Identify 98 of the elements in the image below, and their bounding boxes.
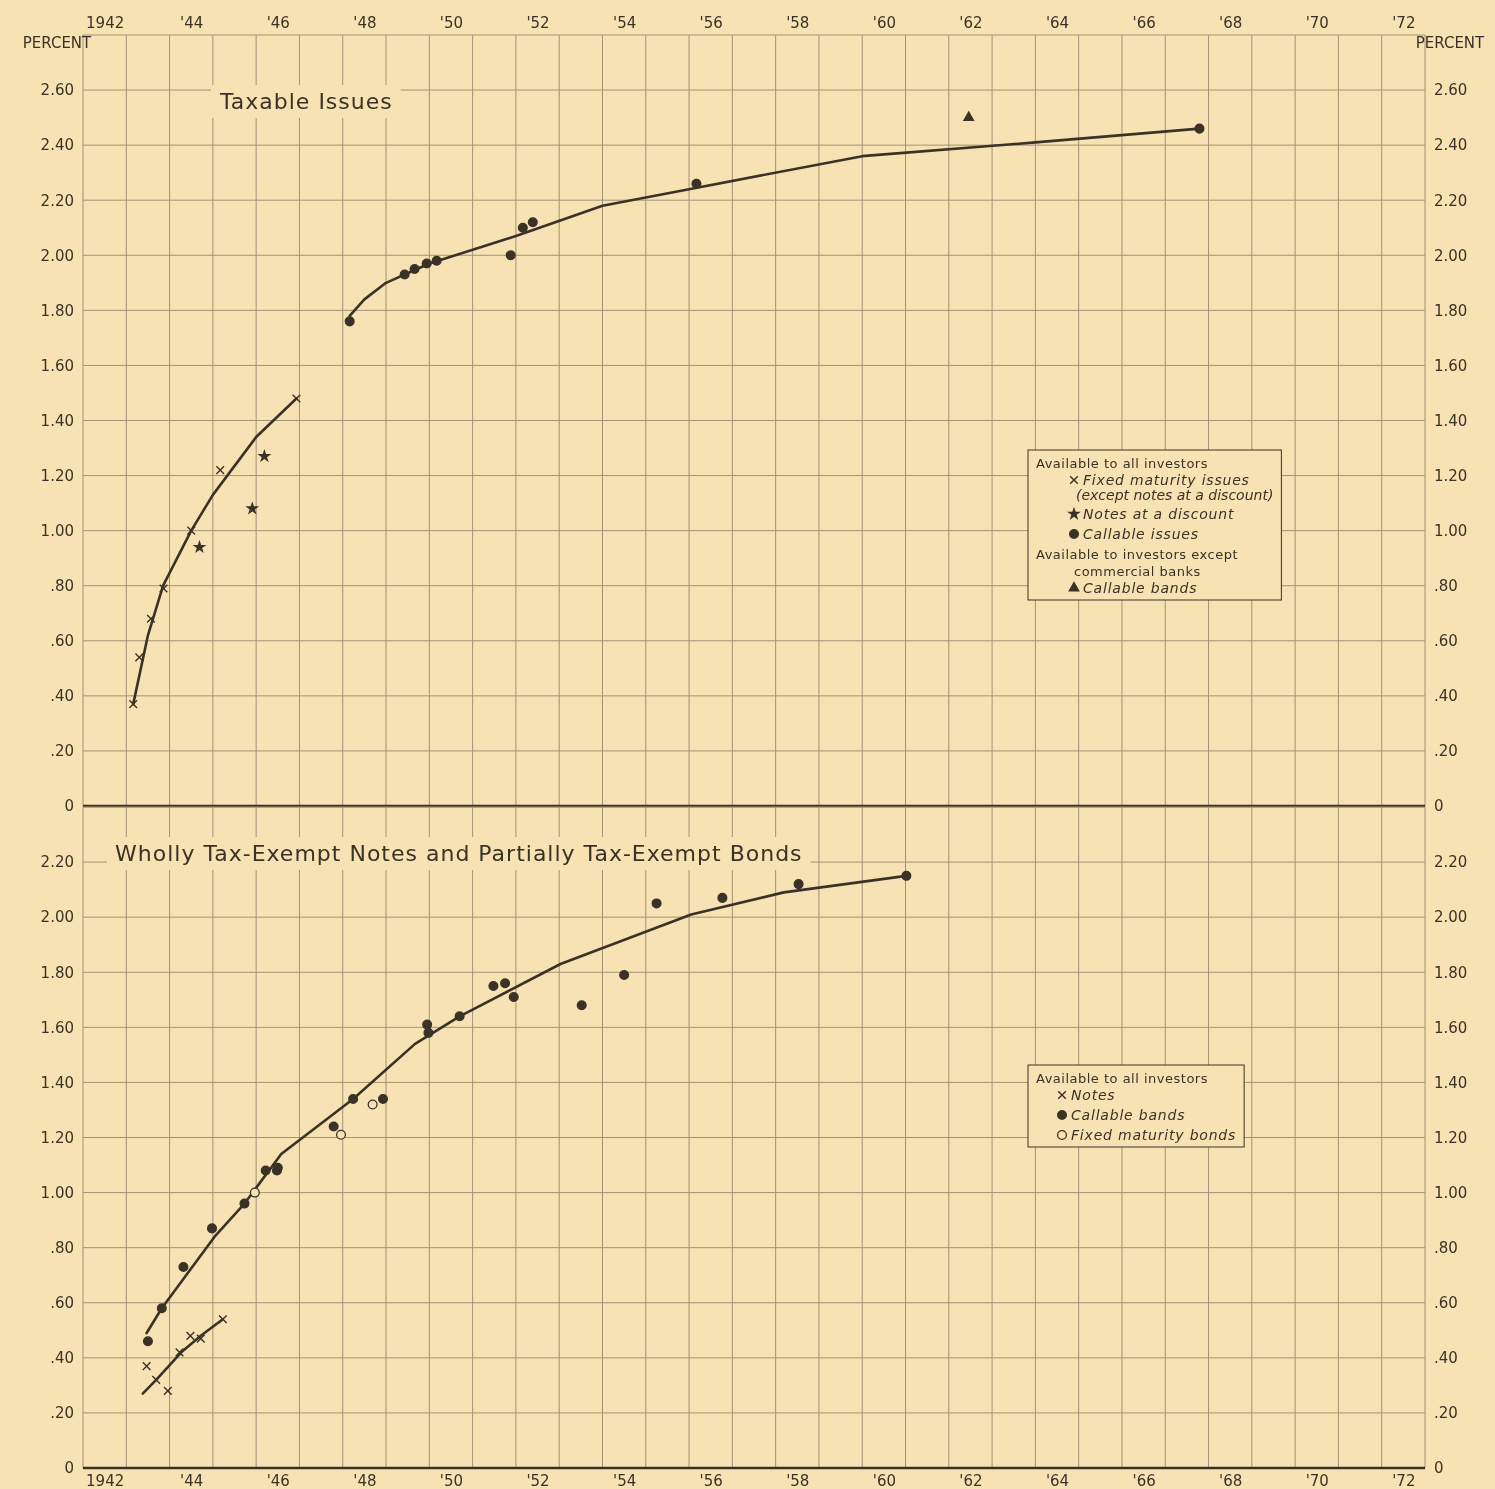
x-tick-label: '72 [1392, 14, 1416, 32]
y-tick-label: 0 [64, 797, 74, 816]
y-tick-label: .40 [50, 1349, 74, 1368]
x-tick-label: '60 [872, 14, 896, 32]
y-tick-label: .20 [50, 1404, 74, 1423]
y-tick-label: 1.60 [40, 1018, 74, 1037]
x-tick-label: '60 [872, 1471, 896, 1489]
x-tick-label: '64 [1045, 1471, 1070, 1489]
y2-tick-label: 1.60 [1434, 356, 1468, 375]
x-tick-label: '68 [1219, 14, 1243, 32]
y2-tick-label: 1.80 [1434, 963, 1468, 982]
y-tick-label: 1.80 [40, 301, 74, 320]
text: Wholly Tax-Exempt Notes and Partially Tax-Exempt Bonds [115, 841, 803, 866]
x-tick-label: '44 [180, 1471, 204, 1489]
y2-axis-title: PERCENT [1415, 34, 1486, 52]
y2-tick-label: 1.20 [1434, 1128, 1468, 1147]
x-tick-label: '50 [439, 1471, 464, 1489]
y2-tick-label: 0 [1434, 797, 1444, 816]
x-tick-label: '58 [786, 14, 810, 32]
y-tick-label: .60 [50, 1294, 74, 1313]
y-tick-label: 2.60 [40, 81, 74, 100]
y2-tick-label: 0 [1434, 1459, 1444, 1478]
y-tick-label: 1.20 [40, 466, 74, 485]
y2-tick-label: 1.80 [1434, 301, 1468, 320]
y2-tick-label: .80 [1434, 1238, 1458, 1257]
x-tick-label: '56 [699, 1471, 723, 1489]
y-axis-title: PERCENT [22, 34, 93, 52]
y2-tick-label: .60 [1434, 1294, 1458, 1313]
y2-tick-label: .20 [1434, 1404, 1458, 1423]
y-tick-label: .80 [50, 1238, 74, 1257]
legend-label: Fixed maturity issues (except notes at a discount) [1076, 472, 1274, 503]
legend-label: Notes [1071, 1087, 1116, 1103]
x-tick-label: '54 [613, 14, 637, 32]
y-tick-label: 2.00 [40, 908, 74, 927]
legend-label: Notes at a discount [1083, 506, 1235, 522]
y-tick-label: .20 [50, 742, 74, 761]
y-tick-label: 1.40 [40, 1073, 74, 1092]
x-tick-label: '70 [1305, 1471, 1329, 1489]
legend-label: Callable bands [1071, 1107, 1186, 1123]
legend-label: Callable bands [1083, 580, 1198, 596]
x-tick-label: '56 [699, 14, 723, 32]
x-tick-label: '68 [1219, 1471, 1243, 1489]
x-tick-label: 1942 [86, 1471, 125, 1489]
x-tick-label: '70 [1305, 14, 1329, 32]
y-tick-label: 1.00 [40, 1183, 74, 1202]
y2-tick-label: 2.40 [1434, 136, 1468, 155]
y-tick-label: 2.20 [40, 191, 74, 210]
y-tick-label: 2.20 [40, 853, 74, 872]
y2-tick-label: 1.40 [1434, 411, 1468, 430]
annotation: Available to investors except commercial banks [1036, 547, 1239, 579]
x-tick-label: '62 [959, 14, 983, 32]
x-tick-label: '72 [1392, 1471, 1416, 1489]
y-tick-label: 0 [64, 1459, 74, 1478]
x-tick-label: '46 [266, 1471, 290, 1489]
y2-tick-label: 1.20 [1434, 466, 1468, 485]
legend-label: Fixed maturity bonds [1071, 1127, 1237, 1143]
legend-title: Available to all investors [1036, 1071, 1208, 1086]
y2-tick-label: 1.60 [1434, 1018, 1468, 1037]
x-tick-label: '48 [353, 14, 377, 32]
y-tick-label: 2.00 [40, 246, 74, 265]
x-tick-label: '58 [786, 1471, 810, 1489]
y-tick-label: 1.80 [40, 963, 74, 982]
x-tick-label: '54 [613, 1471, 637, 1489]
y-tick-label: 1.00 [40, 521, 74, 540]
y2-tick-label: 1.40 [1434, 1073, 1468, 1092]
x-tick-label: '50 [439, 14, 464, 32]
y2-tick-label: .40 [1434, 687, 1458, 706]
x-tick-label: '46 [266, 14, 290, 32]
y-tick-label: .40 [50, 687, 74, 706]
text: Taxable Issues [219, 89, 393, 114]
y2-tick-label: 2.20 [1434, 191, 1468, 210]
x-tick-label: '66 [1132, 14, 1156, 32]
y-tick-label: .60 [50, 632, 74, 651]
x-tick-label: '62 [959, 1471, 983, 1489]
y2-tick-label: 1.00 [1434, 521, 1468, 540]
x-tick-label: '44 [180, 14, 204, 32]
x-tick-label: '52 [526, 14, 550, 32]
y-tick-label: 2.40 [40, 136, 74, 155]
legend-title: Available to all investors [1036, 456, 1208, 471]
x-tick-label: '52 [526, 1471, 550, 1489]
y2-tick-label: 2.60 [1434, 81, 1468, 100]
y2-tick-label: 2.20 [1434, 853, 1468, 872]
y2-tick-label: .20 [1434, 742, 1458, 761]
y-tick-label: 1.60 [40, 356, 74, 375]
y-tick-label: .80 [50, 577, 74, 596]
legend-label: Callable issues [1083, 526, 1199, 542]
y2-tick-label: .80 [1434, 577, 1458, 596]
y2-tick-label: 2.00 [1434, 908, 1468, 927]
y2-tick-label: 1.00 [1434, 1183, 1468, 1202]
y2-tick-label: 2.00 [1434, 246, 1468, 265]
x-tick-label: 1942 [86, 14, 125, 32]
y2-tick-label: .60 [1434, 632, 1458, 651]
x-tick-label: '48 [353, 1471, 377, 1489]
y-tick-label: 1.40 [40, 411, 74, 430]
y-tick-label: 1.20 [40, 1128, 74, 1147]
x-tick-label: '66 [1132, 1471, 1156, 1489]
x-tick-label: '64 [1045, 14, 1070, 32]
y2-tick-label: .40 [1434, 1349, 1458, 1368]
